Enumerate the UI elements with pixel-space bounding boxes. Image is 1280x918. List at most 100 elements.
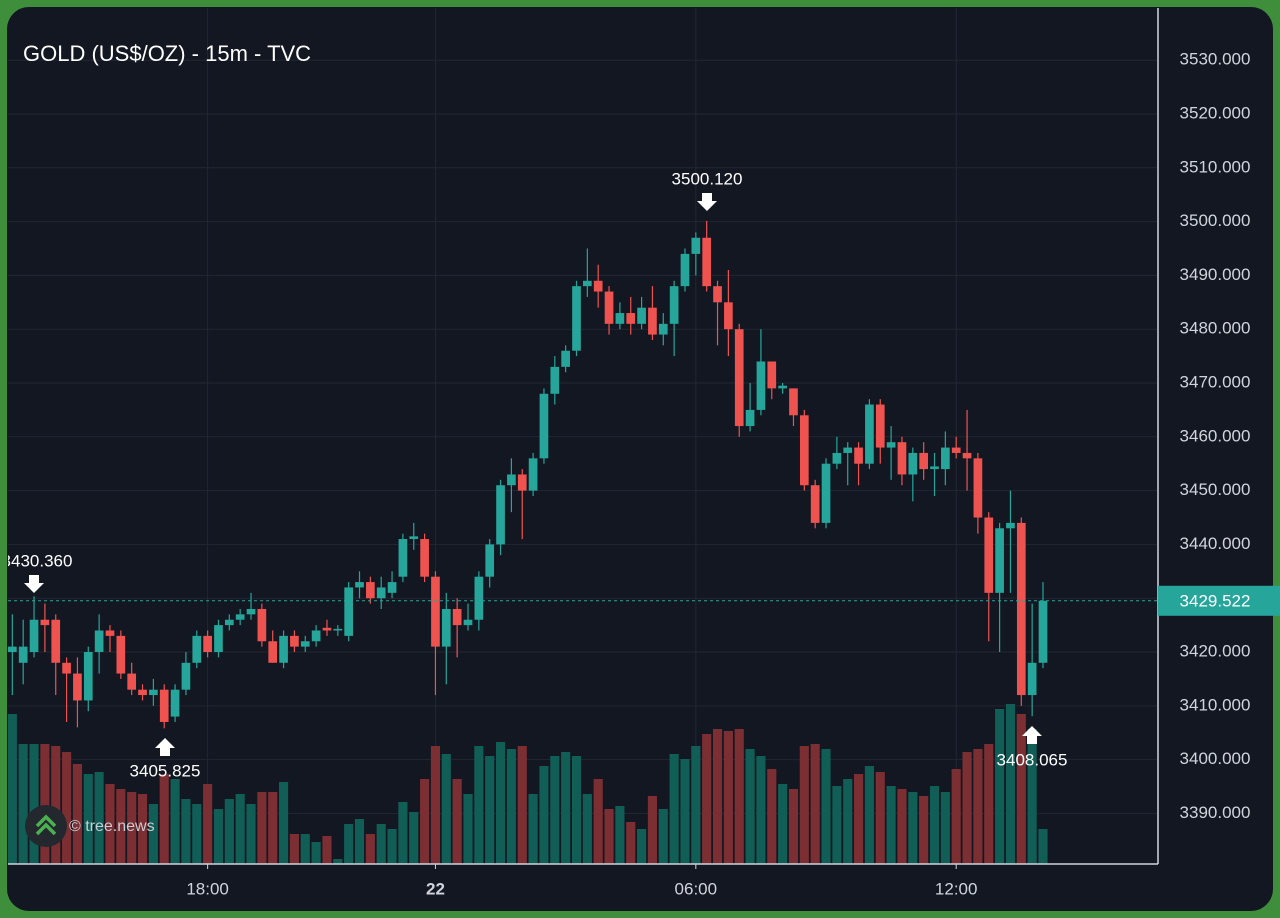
- candle-body: [810, 485, 820, 523]
- volume-bar: [875, 772, 885, 864]
- y-tick-label: 3410.000: [1180, 695, 1251, 714]
- candle-body: [832, 452, 842, 464]
- volume-bar: [246, 804, 256, 864]
- left-high-label: 3430.360: [2, 551, 73, 570]
- candle-body: [409, 536, 419, 540]
- candle-body: [507, 474, 516, 486]
- candle-body: [756, 361, 766, 410]
- candle-body: [322, 627, 332, 631]
- candle-body: [170, 689, 180, 717]
- volume-bar: [376, 824, 386, 864]
- volume-bar: [181, 799, 191, 864]
- candle-body: [561, 350, 570, 367]
- candle-body: [387, 582, 397, 593]
- candle-body: [62, 662, 71, 674]
- candle-body: [984, 517, 994, 593]
- volume-bar: [843, 779, 853, 864]
- volume-bar: [756, 756, 766, 864]
- volume-bar: [72, 764, 82, 864]
- candle-body: [257, 608, 267, 642]
- volume-bar: [669, 754, 679, 864]
- y-tick-label: 3500.000: [1180, 211, 1251, 230]
- volume-bar: [159, 774, 169, 864]
- candle-body: [648, 307, 657, 335]
- volume-bar: [322, 836, 332, 864]
- volume-bar: [908, 792, 918, 864]
- volume-bar: [745, 749, 755, 864]
- candle-body: [1038, 600, 1048, 663]
- volume-bar: [680, 759, 690, 864]
- volume-bar: [137, 794, 148, 864]
- volume-bar: [105, 784, 115, 864]
- candle-body: [615, 313, 625, 324]
- volume-bar: [354, 819, 365, 864]
- volume-bar: [83, 774, 93, 864]
- volume-bar: [344, 824, 354, 864]
- logo-mark: [35, 814, 57, 836]
- candle-body: [463, 619, 473, 626]
- volume-bar: [127, 792, 137, 864]
- volume-bar: [712, 729, 723, 864]
- volume-bar: [517, 746, 527, 864]
- y-tick-label: 3520.000: [1180, 103, 1251, 122]
- y-tick-label: 3530.000: [1180, 50, 1251, 69]
- candle-body: [745, 409, 755, 427]
- candle-body: [8, 646, 17, 653]
- volume-bar: [799, 746, 809, 864]
- x-tick-label: 06:00: [675, 879, 718, 898]
- arrow: [697, 193, 717, 211]
- candle-body: [355, 582, 364, 588]
- candle-body: [517, 474, 527, 491]
- volume-bar: [94, 772, 104, 864]
- candle-body: [398, 539, 408, 577]
- last-low-label: 3408.065: [997, 750, 1068, 769]
- y-tick-label: 3390.000: [1180, 803, 1251, 822]
- volume-bar: [300, 834, 310, 864]
- volume-bar: [463, 794, 473, 864]
- volume-bar: [257, 792, 267, 864]
- volume-bar: [528, 794, 538, 864]
- high-label: 3500.120: [672, 169, 743, 188]
- candle-body: [886, 442, 896, 448]
- volume-bar: [767, 769, 777, 864]
- candle-body: [713, 286, 722, 303]
- volume-bar: [333, 859, 343, 864]
- volume-bar: [29, 744, 39, 864]
- candle-body: [941, 447, 950, 470]
- candle-body: [420, 539, 429, 577]
- candle-body: [875, 404, 885, 448]
- volume-bar: [951, 769, 961, 864]
- candle-layer: [8, 220, 1048, 729]
- candle-body: [376, 587, 386, 599]
- candle-body: [452, 608, 462, 626]
- volume-bar: [550, 756, 560, 864]
- candle-body: [485, 544, 495, 577]
- volume-bar: [474, 746, 484, 864]
- candle-body: [138, 689, 147, 696]
- candle-body: [593, 280, 603, 292]
- volume-bar: [929, 786, 940, 864]
- volume-bar: [289, 834, 299, 864]
- volume-bar: [62, 752, 72, 864]
- volume-bar: [832, 786, 842, 864]
- candle-body: [572, 286, 581, 351]
- volume-bar: [409, 812, 419, 864]
- volume-bar: [8, 714, 17, 864]
- y-tick-label: 3480.000: [1180, 319, 1251, 338]
- candle-body: [127, 673, 137, 690]
- candle-body: [680, 253, 690, 287]
- y-tick-label: 3510.000: [1180, 157, 1251, 176]
- y-tick-label: 3490.000: [1180, 265, 1251, 284]
- chart-title: GOLD (US$/OZ) - 15m - TVC: [23, 41, 311, 66]
- volume-bar: [984, 744, 994, 864]
- volume-bar: [723, 731, 733, 864]
- arrow: [155, 738, 175, 756]
- candle-body: [203, 635, 212, 653]
- volume-bar: [148, 804, 158, 864]
- candle-body: [431, 576, 440, 647]
- volume-bar: [51, 746, 61, 864]
- volume-bar: [702, 734, 712, 864]
- candle-body: [344, 587, 353, 636]
- volume-bar: [18, 744, 28, 864]
- candle-body: [778, 385, 787, 389]
